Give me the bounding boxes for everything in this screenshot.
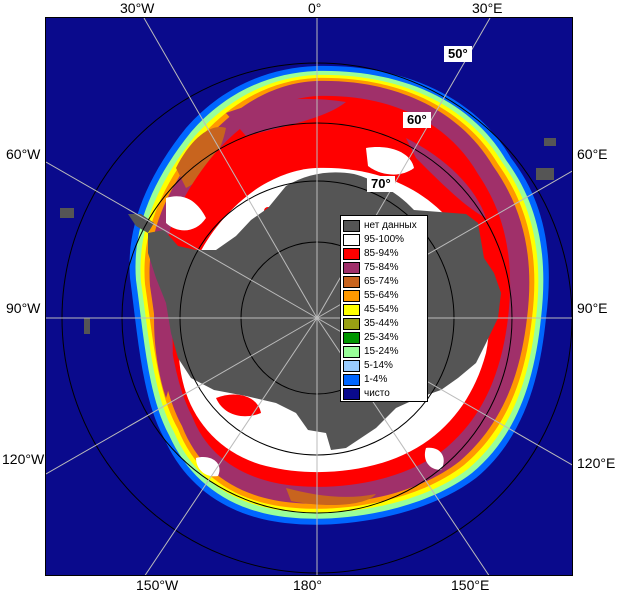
legend-swatch	[343, 289, 360, 302]
legend-swatch	[343, 219, 360, 232]
ice-streak-75-84	[406, 138, 486, 218]
legend-item: 25-34%	[343, 331, 398, 344]
legend-item: 5-14%	[343, 359, 393, 372]
lat-label-70: 70°	[367, 176, 395, 192]
lon-label-30w: 30°W	[120, 0, 155, 16]
legend-item: 35-44%	[343, 317, 398, 330]
legend-item: 95-100%	[343, 233, 404, 246]
lon-label-60w: 60°W	[6, 146, 41, 162]
map-canvas	[46, 18, 572, 575]
legend-label: 5-14%	[364, 360, 393, 371]
sea-ice-map: 50° 60° 70°	[45, 17, 573, 576]
lon-label-120w: 120°W	[2, 451, 45, 467]
legend-swatch	[343, 233, 360, 246]
ice-patch-85-94	[216, 394, 261, 417]
legend-item: 15-24%	[343, 345, 398, 358]
legend-label: 35-44%	[364, 318, 399, 329]
legend-label: 65-74%	[364, 276, 399, 287]
islet	[536, 168, 554, 180]
islet	[544, 138, 556, 146]
ice-patch-95-100	[424, 447, 444, 470]
ice-streak-75-84	[226, 98, 346, 136]
legend-swatch	[343, 275, 360, 288]
lon-label-90w: 90°W	[6, 300, 41, 316]
ice-patch-95-100	[366, 147, 414, 175]
legend-item: 45-54%	[343, 303, 398, 316]
legend-item: 75-84%	[343, 261, 398, 274]
meridians	[46, 18, 572, 575]
lon-label-150e: 150°E	[451, 577, 490, 593]
legend-swatch	[343, 247, 360, 260]
legend-label: чисто	[364, 388, 390, 399]
lon-label-30e: 30°E	[472, 0, 503, 16]
legend-swatch	[343, 331, 360, 344]
legend-label: 45-54%	[364, 304, 399, 315]
ice-patch-65-74	[286, 488, 376, 506]
legend-swatch	[343, 345, 360, 358]
legend-item: чисто	[343, 387, 390, 400]
lat-label-60: 60°	[403, 112, 431, 128]
lon-label-180: 180°	[293, 577, 322, 593]
lat-label-50: 50°	[444, 46, 472, 62]
ice-patch-95-100	[166, 196, 206, 231]
legend-item: 85-94%	[343, 247, 398, 260]
legend-swatch	[343, 387, 360, 400]
lon-label-60e: 60°E	[577, 146, 608, 162]
legend-label: нет данных	[364, 220, 417, 231]
map-legend: нет данных 95-100% 85-94% 75-84% 65-74% 55-64…	[340, 215, 428, 402]
ice-patch-65-74	[176, 127, 226, 188]
legend-label: 75-84%	[364, 262, 399, 273]
legend-label: 85-94%	[364, 248, 399, 259]
lon-label-150w: 150°W	[136, 577, 179, 593]
lon-label-120e: 120°E	[577, 455, 616, 471]
legend-swatch	[343, 373, 360, 386]
legend-swatch	[343, 359, 360, 372]
legend-swatch	[343, 261, 360, 274]
ice-patch-95-100	[196, 457, 220, 477]
legend-swatch	[343, 317, 360, 330]
legend-label: 1-4%	[364, 374, 388, 385]
lon-label-90e: 90°E	[577, 300, 608, 316]
legend-label: 15-24%	[364, 346, 399, 357]
antarctic-peninsula	[128, 214, 154, 233]
legend-label: 25-34%	[364, 332, 399, 343]
legend-label: 95-100%	[364, 234, 405, 245]
legend-swatch	[343, 303, 360, 316]
legend-item: 55-64%	[343, 289, 398, 302]
legend-item: 65-74%	[343, 275, 398, 288]
lon-label-0: 0°	[308, 0, 322, 16]
legend-label: 55-64%	[364, 290, 399, 301]
islet	[60, 208, 74, 218]
legend-item: нет данных	[343, 219, 417, 232]
legend-item: 1-4%	[343, 373, 387, 386]
islet	[84, 318, 90, 334]
